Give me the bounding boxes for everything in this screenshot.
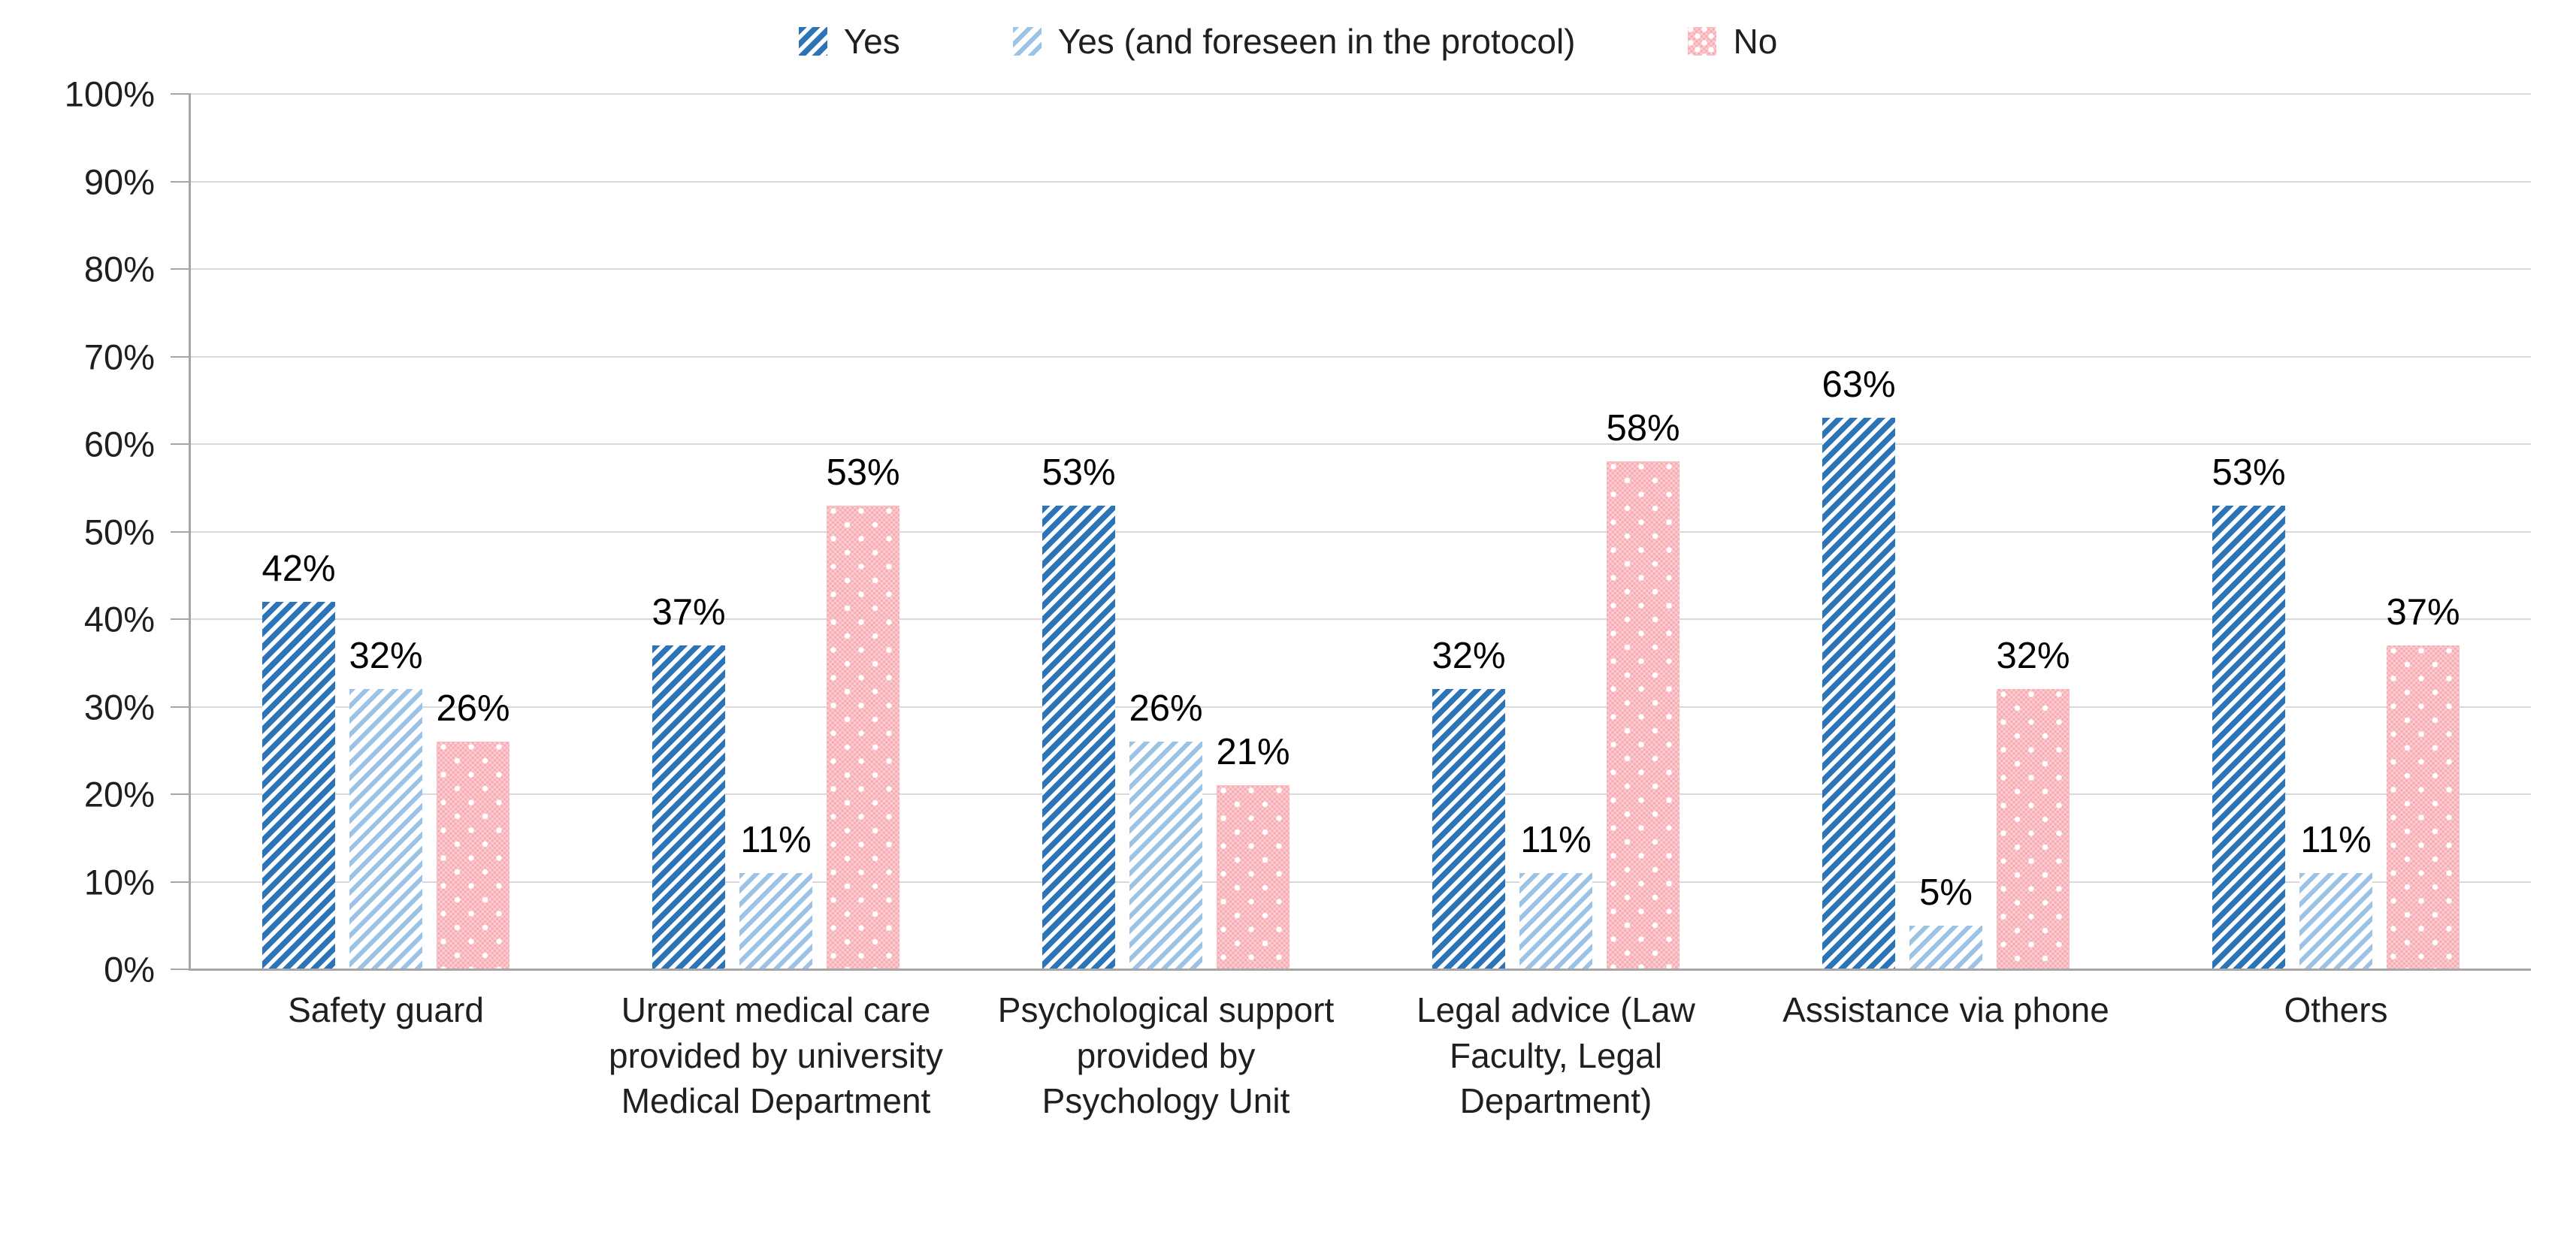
bar-value-label: 21% <box>1216 732 1290 773</box>
bar-value-label: 58% <box>1606 408 1680 449</box>
y-tick-label: 90% <box>83 162 155 201</box>
y-tick-label: 20% <box>83 774 155 814</box>
category-label: Psychological support provided by Psycho… <box>997 990 1335 1121</box>
bar-group-1: 42% 32% 26% <box>191 94 581 969</box>
y-axis-tick <box>171 618 191 620</box>
y-axis-tick <box>171 268 191 270</box>
y-tick-label: 40% <box>83 599 155 639</box>
bar-group-5: 63% 5% 32% <box>1751 94 2141 969</box>
y-axis-tick <box>171 793 191 795</box>
gridline <box>191 355 2531 358</box>
bar-value-label: 26% <box>1129 688 1203 730</box>
y-tick-label: 60% <box>83 424 155 464</box>
gridline <box>191 881 2531 883</box>
legend-label-yes: Yes <box>843 22 900 61</box>
bar-value-label: 32% <box>1432 636 1506 677</box>
bar: 11% <box>1519 820 1592 969</box>
bar-value-label: 63% <box>1822 364 1896 406</box>
gridline <box>191 180 2531 183</box>
y-axis-tick <box>171 706 191 708</box>
x-axis-category-labels: Safety guard Urgent medical care provided… <box>191 987 2531 1124</box>
bar-value-label: 26% <box>436 688 510 730</box>
bar-value-label: 53% <box>826 452 900 493</box>
y-tick-label: 50% <box>83 512 155 552</box>
bar-value-label: 5% <box>1919 872 1973 913</box>
y-axis-tick <box>171 969 191 970</box>
bar-value-label: 42% <box>262 548 336 589</box>
legend-swatch-no-icon <box>1688 27 1717 56</box>
gridline <box>191 530 2531 533</box>
x-axis-line <box>189 969 2531 971</box>
gridline <box>191 268 2531 270</box>
y-axis-tick <box>171 93 191 95</box>
bar: 58% <box>1606 408 1680 969</box>
legend-label-no: No <box>1733 22 1778 61</box>
bar: 42% <box>262 549 336 969</box>
plot-area: 42% 32% 26% 37% 11% 53% 53% 26% 21% 32% 11% 58% 63% 5… <box>171 93 2531 971</box>
legend-swatch-yes-foreseen-icon <box>1012 27 1042 56</box>
gridline <box>191 706 2531 708</box>
bar: 5% <box>1909 872 1982 969</box>
y-tick-label: 30% <box>83 687 155 727</box>
legend-swatch-yes-icon <box>798 27 827 56</box>
bar: 26% <box>436 688 510 969</box>
bar-value-label: 37% <box>652 591 726 633</box>
y-tick-label: 70% <box>83 337 155 376</box>
y-axis-tick <box>171 881 191 883</box>
gridline <box>191 93 2531 95</box>
y-axis-tick-labels: 0% 10% 20% 30% 40% 50% 60% 70% 80% 90% 100% <box>0 74 155 990</box>
bar-groups: 42% 32% 26% 37% 11% 53% 53% 26% 21% 32% 11% 58% 63% 5… <box>191 94 2531 969</box>
legend-item-no: No <box>1688 24 1777 59</box>
bar-group-4: 32% 11% 58% <box>1361 94 1751 969</box>
bar-group-3: 53% 26% 21% <box>971 94 1361 969</box>
category-label: Others <box>2284 990 2388 1029</box>
category-label: Urgent medical care provided by universi… <box>609 990 943 1121</box>
y-axis-tick <box>171 180 191 183</box>
bar-value-label: 32% <box>349 636 423 677</box>
gridline <box>191 793 2531 795</box>
bar-value-label: 11% <box>1520 819 1592 860</box>
category-label: Assistance via phone <box>1782 990 2109 1029</box>
bar: 53% <box>826 452 900 969</box>
y-tick-label: 0% <box>104 949 155 990</box>
bar: 53% <box>2212 452 2286 969</box>
bar: 63% <box>1822 364 1896 969</box>
bar: 37% <box>2386 592 2460 969</box>
gridline <box>191 618 2531 620</box>
legend-item-yes-foreseen: Yes (and foreseen in the protocol) <box>1012 22 1576 61</box>
bar-group-2: 37% 11% 53% <box>581 94 971 969</box>
bar: 32% <box>349 636 423 969</box>
legend-item-yes: Yes <box>798 22 900 61</box>
gridline <box>191 443 2531 445</box>
bar-group-6: 53% 11% 37% <box>2141 94 2531 969</box>
y-axis-tick <box>171 530 191 533</box>
y-axis-tick <box>171 443 191 445</box>
y-tick-label: 80% <box>83 249 155 289</box>
bar: 53% <box>1042 452 1116 969</box>
legend: Yes Yes (and foreseen in the protocol) N… <box>0 24 2576 59</box>
bar: 21% <box>1216 732 1290 969</box>
bar: 37% <box>652 592 726 969</box>
bar-value-label: 53% <box>2212 452 2286 493</box>
y-axis-tick <box>171 355 191 358</box>
bar: 32% <box>1996 636 2070 969</box>
y-tick-label: 10% <box>83 862 155 902</box>
legend-label-yes-foreseen: Yes (and foreseen in the protocol) <box>1057 22 1576 61</box>
bar: 32% <box>1432 636 1506 969</box>
y-tick-label: 100% <box>64 74 155 114</box>
bar-value-label: 53% <box>1042 452 1116 493</box>
bar-value-label: 11% <box>740 819 812 860</box>
bar: 11% <box>739 820 812 969</box>
bar-value-label: 37% <box>2386 591 2460 633</box>
bar: 11% <box>2299 820 2372 969</box>
bar-value-label: 11% <box>2300 819 2372 860</box>
bar: 26% <box>1129 688 1203 969</box>
bar-value-label: 32% <box>1996 636 2070 677</box>
category-label: Legal advice (Law Faculty, Legal Departm… <box>1416 990 1695 1121</box>
category-label: Safety guard <box>288 990 484 1029</box>
